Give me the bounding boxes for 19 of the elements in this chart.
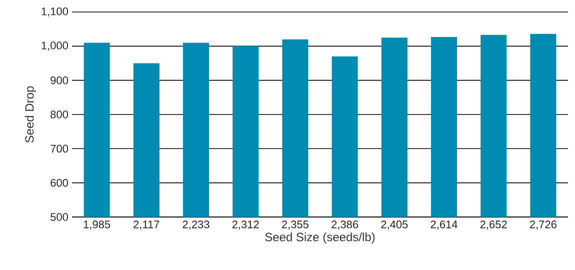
y-tick-label: 1,000 xyxy=(42,42,68,51)
x-tick-label: 2,117 xyxy=(134,220,160,230)
x-axis-title: Seed Size (seeds/lb) xyxy=(265,232,375,244)
x-tick-label: 2,312 xyxy=(232,220,259,230)
y-tick-label: 700 xyxy=(50,144,68,153)
x-tick-label: 2,355 xyxy=(282,220,308,230)
x-tick-label: 2,652 xyxy=(480,220,507,230)
x-tick-label: 1,985 xyxy=(84,220,110,230)
y-tick-label: 600 xyxy=(50,178,68,187)
y-axis-title: Seed Drop xyxy=(24,86,36,143)
x-tick-label: 2,614 xyxy=(430,220,458,230)
y-tick-label: 800 xyxy=(50,110,68,118)
x-tick-label: 2,386 xyxy=(332,220,358,230)
x-tick-label: 2,405 xyxy=(381,220,408,230)
x-tick-label: 2,233 xyxy=(182,220,210,230)
y-tick-label: 1,100 xyxy=(42,7,68,17)
y-tick-label: 900 xyxy=(50,76,68,84)
y-tick-label: 500 xyxy=(50,213,68,221)
x-tick-label: 2,726 xyxy=(530,220,556,230)
